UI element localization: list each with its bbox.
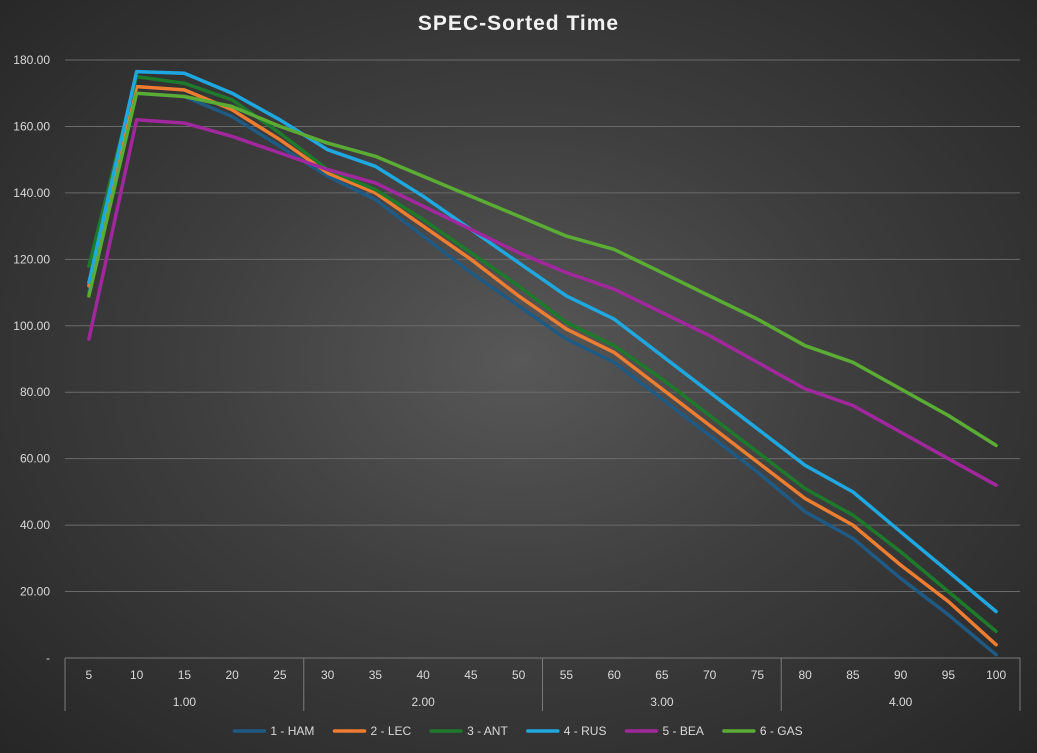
x-tick-label: 50 — [512, 668, 526, 682]
x-tick-label: 45 — [464, 668, 478, 682]
x-tick-label: 40 — [416, 668, 430, 682]
series-line — [87, 91, 998, 657]
legend-label: 2 - LEC — [371, 724, 412, 738]
series-line — [87, 84, 998, 647]
x-tick-label: 10 — [130, 668, 144, 682]
legend-item: 2 - LEC — [332, 724, 412, 738]
x-tick-label: 75 — [751, 668, 765, 682]
series-line — [87, 69, 998, 614]
x-tick-label: 25 — [273, 668, 287, 682]
legend-label: 1 - HAM — [270, 724, 314, 738]
legend-item: 5 - BEA — [624, 724, 704, 738]
y-tick-label: 80.00 — [20, 385, 50, 399]
series-line — [87, 91, 998, 448]
x-tick-label: 5 — [86, 668, 93, 682]
legend-item: 1 - HAM — [232, 724, 314, 738]
x-group-label: 4.00 — [889, 695, 913, 709]
y-tick-label: 180.00 — [13, 53, 50, 67]
legend-label: 4 - RUS — [564, 724, 607, 738]
x-tick-label: 100 — [986, 668, 1006, 682]
series-line — [87, 118, 998, 487]
y-tick-label: 60.00 — [20, 452, 50, 466]
x-tick-label: 30 — [321, 668, 335, 682]
x-tick-label: 85 — [846, 668, 860, 682]
gridlines — [65, 59, 1020, 593]
x-group-label: 1.00 — [173, 695, 197, 709]
x-axis: 5 10 15 20 25 30 35 40 45 50 55 60 65 70 75 80 85 90 95 100… — [64, 657, 1021, 711]
legend-label: 3 - ANT — [467, 724, 508, 738]
legend: 1 - HAM 2 - LEC 3 - ANT 4 - RUS 5 - BEA 6 - G… — [232, 724, 803, 738]
x-group-label: 3.00 — [650, 695, 674, 709]
legend-label: 5 - BEA — [663, 724, 704, 738]
series-lines — [87, 69, 998, 657]
y-tick-label: 160.00 — [13, 119, 50, 133]
x-tick-label: 95 — [942, 668, 956, 682]
x-tick-label: 90 — [894, 668, 908, 682]
x-tick-label: 15 — [178, 668, 192, 682]
chart-title: SPEC-Sorted Time — [417, 12, 620, 35]
x-tick-label: 55 — [560, 668, 574, 682]
x-tick-label: 80 — [798, 668, 812, 682]
y-tick-label: 120.00 — [13, 252, 50, 266]
x-tick-label: 70 — [703, 668, 717, 682]
x-tick-label: 65 — [655, 668, 669, 682]
y-tick-label: 40.00 — [20, 518, 50, 532]
x-group-label: 2.00 — [411, 695, 435, 709]
y-tick-label: 100.00 — [13, 319, 50, 333]
legend-item: 4 - RUS — [526, 724, 607, 738]
y-tick-label: 140.00 — [13, 186, 50, 200]
x-tick-label: 35 — [369, 668, 383, 682]
y-tick-label: 20.00 — [20, 585, 50, 599]
series-line — [87, 74, 998, 634]
legend-item: 3 - ANT — [429, 724, 508, 738]
legend-label: 6 - GAS — [760, 724, 803, 738]
y-tick-label: - — [46, 651, 50, 665]
legend-item: 6 - GAS — [722, 724, 803, 738]
y-axis-ticks: - 20.00 40.00 60.00 80.00 100.00 120.00 140.00 1… — [13, 53, 50, 665]
x-tick-label: 20 — [225, 668, 239, 682]
x-tick-label: 60 — [607, 668, 621, 682]
